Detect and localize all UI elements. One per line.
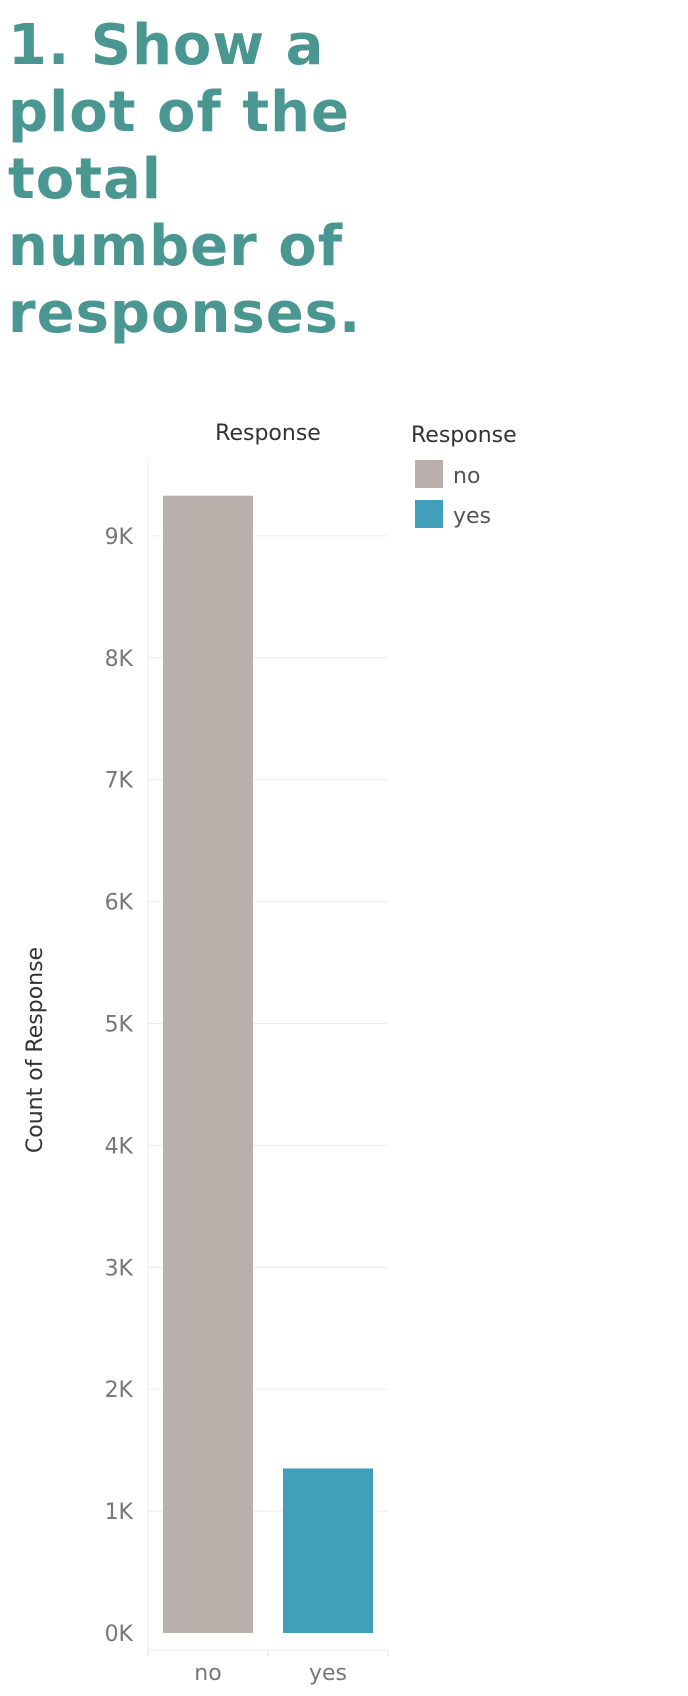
legend-swatch-no	[415, 460, 443, 488]
x-tick-label: no	[194, 1661, 221, 1686]
y-tick-label: 7K	[105, 769, 134, 794]
bar-chart: 0K 1K 2K 3K 4K 5K 6K 7K 8K 9K no yes Response Coun…	[23, 421, 517, 1686]
chart-container: 0K 1K 2K 3K 4K 5K 6K 7K 8K 9K no yes Response Coun…	[0, 410, 688, 1692]
y-tick-label: 5K	[105, 1013, 134, 1038]
y-tick-label: 1K	[105, 1500, 134, 1525]
legend-label-yes: yes	[453, 504, 491, 529]
x-tick-label: yes	[309, 1661, 347, 1686]
bars	[163, 495, 373, 1634]
legend-label-no: no	[453, 464, 480, 489]
legend-title: Response	[411, 423, 517, 448]
y-tick-label: 9K	[105, 525, 134, 550]
legend-swatch-yes	[415, 500, 443, 528]
column-header: Response	[215, 421, 321, 446]
y-tick-label: 0K	[105, 1622, 134, 1647]
page-title: 1. Show a plot of the total number of re…	[8, 13, 362, 346]
y-axis-ticks: 0K 1K 2K 3K 4K 5K 6K 7K 8K 9K	[105, 525, 134, 1647]
y-tick-label: 6K	[105, 891, 134, 916]
y-tick-label: 3K	[105, 1256, 134, 1281]
y-axis-label: Count of Response	[23, 947, 48, 1153]
bar-yes[interactable]	[283, 1468, 373, 1633]
legend: Response no yes	[411, 423, 517, 529]
y-tick-label: 4K	[105, 1134, 134, 1159]
y-tick-label: 8K	[105, 647, 134, 672]
x-axis-ticks: no yes	[194, 1661, 347, 1686]
bar-no[interactable]	[163, 495, 253, 1634]
y-tick-label: 2K	[105, 1378, 134, 1403]
